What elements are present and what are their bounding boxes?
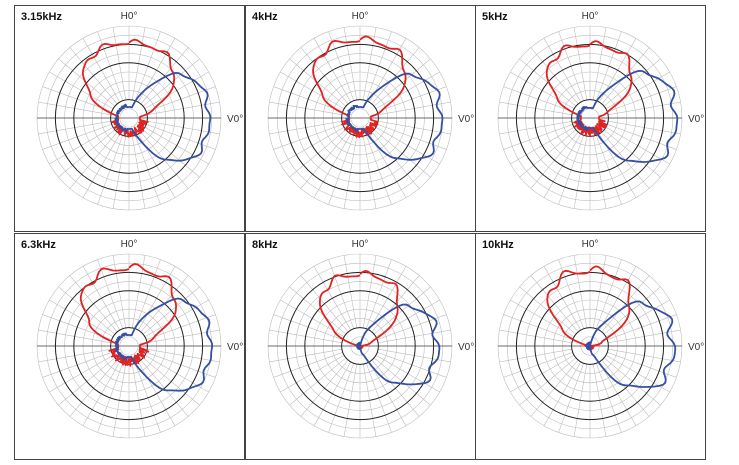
right-axis-label: V0° <box>227 342 243 353</box>
major-ring <box>73 62 185 174</box>
frequency-label: 5kHz <box>482 11 508 23</box>
panel-frame <box>14 233 245 460</box>
right-axis-label: V0° <box>458 342 474 353</box>
major-ring <box>285 271 435 421</box>
frequency-label: 6.3kHz <box>21 239 56 251</box>
major-ring <box>341 327 379 365</box>
polar-grid <box>267 25 453 211</box>
polar-panel-2: 4kHz H0° V0° <box>245 5 476 232</box>
top-axis-label: H0° <box>352 11 369 22</box>
series-horizontal-curve <box>545 40 633 137</box>
series-horizontal-curve <box>79 263 178 367</box>
series-horizontal-curve <box>312 35 407 139</box>
top-axis-label: H0° <box>582 239 599 250</box>
top-axis-label: H0° <box>121 11 138 22</box>
frequency-label: 4kHz <box>252 11 278 23</box>
major-ring <box>285 43 435 193</box>
panels: 3.15kHz H0° V0° 4kHz H0° V0° 5kHz H0° V0° 6.3kHz H… <box>14 5 706 460</box>
frequency-label: 10kHz <box>482 239 514 251</box>
polar-panel-5: 8kHz H0° V0° <box>245 233 476 460</box>
panel-frame <box>245 5 476 232</box>
frequency-label: 3.15kHz <box>21 11 62 23</box>
major-ring <box>73 290 185 402</box>
polar-grid <box>36 25 222 211</box>
polar-panel-6: 10kHz H0° V0° <box>475 233 706 460</box>
right-axis-label: V0° <box>688 342 704 353</box>
major-ring <box>534 290 646 402</box>
polar-panel-1: 3.15kHz H0° V0° <box>14 5 245 232</box>
top-axis-label: H0° <box>582 11 599 22</box>
right-axis-label: V0° <box>227 114 243 125</box>
major-ring <box>571 327 609 365</box>
major-ring <box>110 327 148 365</box>
panel-frame <box>475 5 706 232</box>
series-vertical-curve <box>345 72 444 161</box>
polar-grid <box>497 253 683 439</box>
major-ring <box>534 62 646 174</box>
major-ring <box>54 271 204 421</box>
right-axis-label: V0° <box>458 114 474 125</box>
series-vertical-curve <box>585 300 677 388</box>
frequency-label: 8kHz <box>252 239 278 251</box>
right-axis-label: V0° <box>688 114 704 125</box>
polar-panel-4: 6.3kHz H0° V0° <box>14 233 245 460</box>
major-ring <box>304 62 416 174</box>
major-ring <box>304 290 416 402</box>
polar-grid <box>267 253 453 439</box>
series-vertical-curve <box>576 70 679 163</box>
top-axis-label: H0° <box>352 239 369 250</box>
series-vertical-curve <box>355 303 441 386</box>
series-vertical-curve <box>114 297 214 392</box>
series-horizontal-curve <box>81 38 176 138</box>
top-axis-label: H0° <box>121 239 138 250</box>
series-vertical-curve <box>114 72 212 162</box>
polar-panel-3: 5kHz H0° V0° <box>475 5 706 232</box>
